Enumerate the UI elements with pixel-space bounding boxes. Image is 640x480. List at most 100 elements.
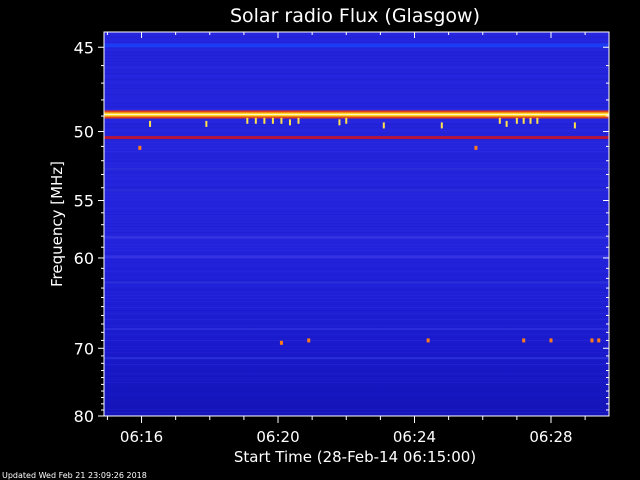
texture-stripe	[104, 388, 609, 389]
texture-stripe	[104, 274, 609, 275]
frequency-band	[104, 281, 609, 284]
texture-stripe	[104, 163, 609, 164]
plot-low-frequency-shade	[104, 230, 609, 416]
texture-stripe	[104, 361, 609, 362]
x-tick-label: 06:24	[393, 428, 436, 446]
plot-area	[103, 31, 610, 417]
burst-mark	[522, 117, 525, 124]
texture-stripe	[104, 412, 609, 413]
burst-mark	[498, 117, 501, 124]
frequency-band	[104, 255, 609, 259]
y-tick-label: 50	[74, 123, 94, 142]
texture-stripe	[104, 262, 609, 263]
texture-stripe	[104, 400, 609, 401]
texture-stripe	[104, 139, 609, 140]
emission-spot	[474, 145, 478, 150]
texture-stripe	[104, 319, 609, 320]
frequency-band	[104, 168, 609, 171]
texture-stripe	[104, 289, 609, 290]
texture-stripe	[104, 76, 609, 77]
y-axis: 45 50 55 60 70 80	[74, 38, 609, 426]
chart-title: Solar radio Flux (Glasgow)	[230, 5, 480, 27]
band-highlight	[104, 113, 609, 116]
texture-stripe	[104, 193, 609, 194]
texture-stripe	[104, 100, 609, 101]
x-tick-label: 06:20	[256, 428, 299, 446]
x-tick-label: 06:28	[529, 428, 572, 446]
texture-stripe	[104, 382, 609, 383]
burst-mark	[345, 117, 348, 124]
texture-stripe	[104, 187, 609, 188]
x-tick-label: 06:16	[120, 428, 163, 446]
texture-stripe	[104, 211, 609, 212]
texture-stripe	[104, 250, 609, 251]
texture-stripe	[104, 208, 609, 209]
texture-stripe	[104, 367, 609, 368]
emission-spot	[307, 338, 311, 343]
texture-stripe	[104, 277, 609, 278]
burst-mark	[246, 117, 249, 124]
texture-stripe	[104, 103, 609, 104]
texture-stripe	[104, 142, 609, 143]
burst-mark	[529, 117, 532, 124]
texture-stripe	[104, 106, 609, 107]
frequency-band	[104, 43, 609, 48]
texture-stripe	[104, 235, 609, 236]
texture-stripe	[104, 397, 609, 398]
texture-stripe	[104, 94, 609, 95]
texture-stripe	[104, 73, 609, 74]
texture-stripe	[104, 130, 609, 131]
texture-stripe	[104, 124, 609, 125]
y-tick-label: 55	[74, 191, 94, 210]
texture-stripe	[104, 298, 609, 299]
texture-stripe	[104, 229, 609, 230]
texture-stripe	[104, 181, 609, 182]
texture-stripe	[104, 40, 609, 41]
texture-stripe	[104, 313, 609, 314]
texture-stripe	[104, 160, 609, 161]
texture-stripe	[104, 325, 609, 326]
texture-stripe	[104, 154, 609, 155]
texture-stripe	[104, 280, 609, 281]
texture-stripe	[104, 310, 609, 311]
texture-stripe	[104, 253, 609, 254]
texture-stripe	[104, 199, 609, 200]
texture-stripe	[104, 391, 609, 392]
burst-mark	[515, 117, 518, 124]
burst-mark	[205, 120, 208, 127]
y-axis-label: Frequency [MHz]	[48, 161, 66, 287]
texture-stripe	[104, 241, 609, 242]
y-tick-label: 70	[74, 339, 94, 358]
texture-stripe	[104, 265, 609, 266]
texture-stripe	[104, 307, 609, 308]
texture-stripe	[104, 355, 609, 356]
burst-mark	[263, 117, 266, 124]
texture-stripe	[104, 82, 609, 83]
texture-stripe	[104, 202, 609, 203]
frequency-band	[104, 328, 609, 331]
texture-stripe	[104, 364, 609, 365]
emission-spot	[522, 338, 526, 343]
texture-stripe	[104, 304, 609, 305]
emission-spots	[138, 145, 601, 345]
burst-mark	[297, 117, 300, 124]
frequency-band	[104, 235, 609, 239]
texture-stripe	[104, 220, 609, 221]
texture-stripe	[104, 271, 609, 272]
texture-stripe	[104, 91, 609, 92]
frequency-band	[104, 189, 609, 192]
texture-stripe	[104, 223, 609, 224]
x-axis: 06:16 06:20 06:24 06:28	[106, 32, 586, 446]
emission-spot	[279, 340, 283, 345]
texture-stripe	[104, 67, 609, 68]
texture-stripe	[104, 49, 609, 50]
texture-stripe	[104, 175, 609, 176]
texture-stripe	[104, 151, 609, 152]
texture-stripe	[104, 244, 609, 245]
texture-stripe	[104, 133, 609, 134]
texture-stripe	[104, 214, 609, 215]
texture-stripe	[104, 127, 609, 128]
burst-mark	[382, 122, 385, 129]
texture-stripe	[104, 406, 609, 407]
